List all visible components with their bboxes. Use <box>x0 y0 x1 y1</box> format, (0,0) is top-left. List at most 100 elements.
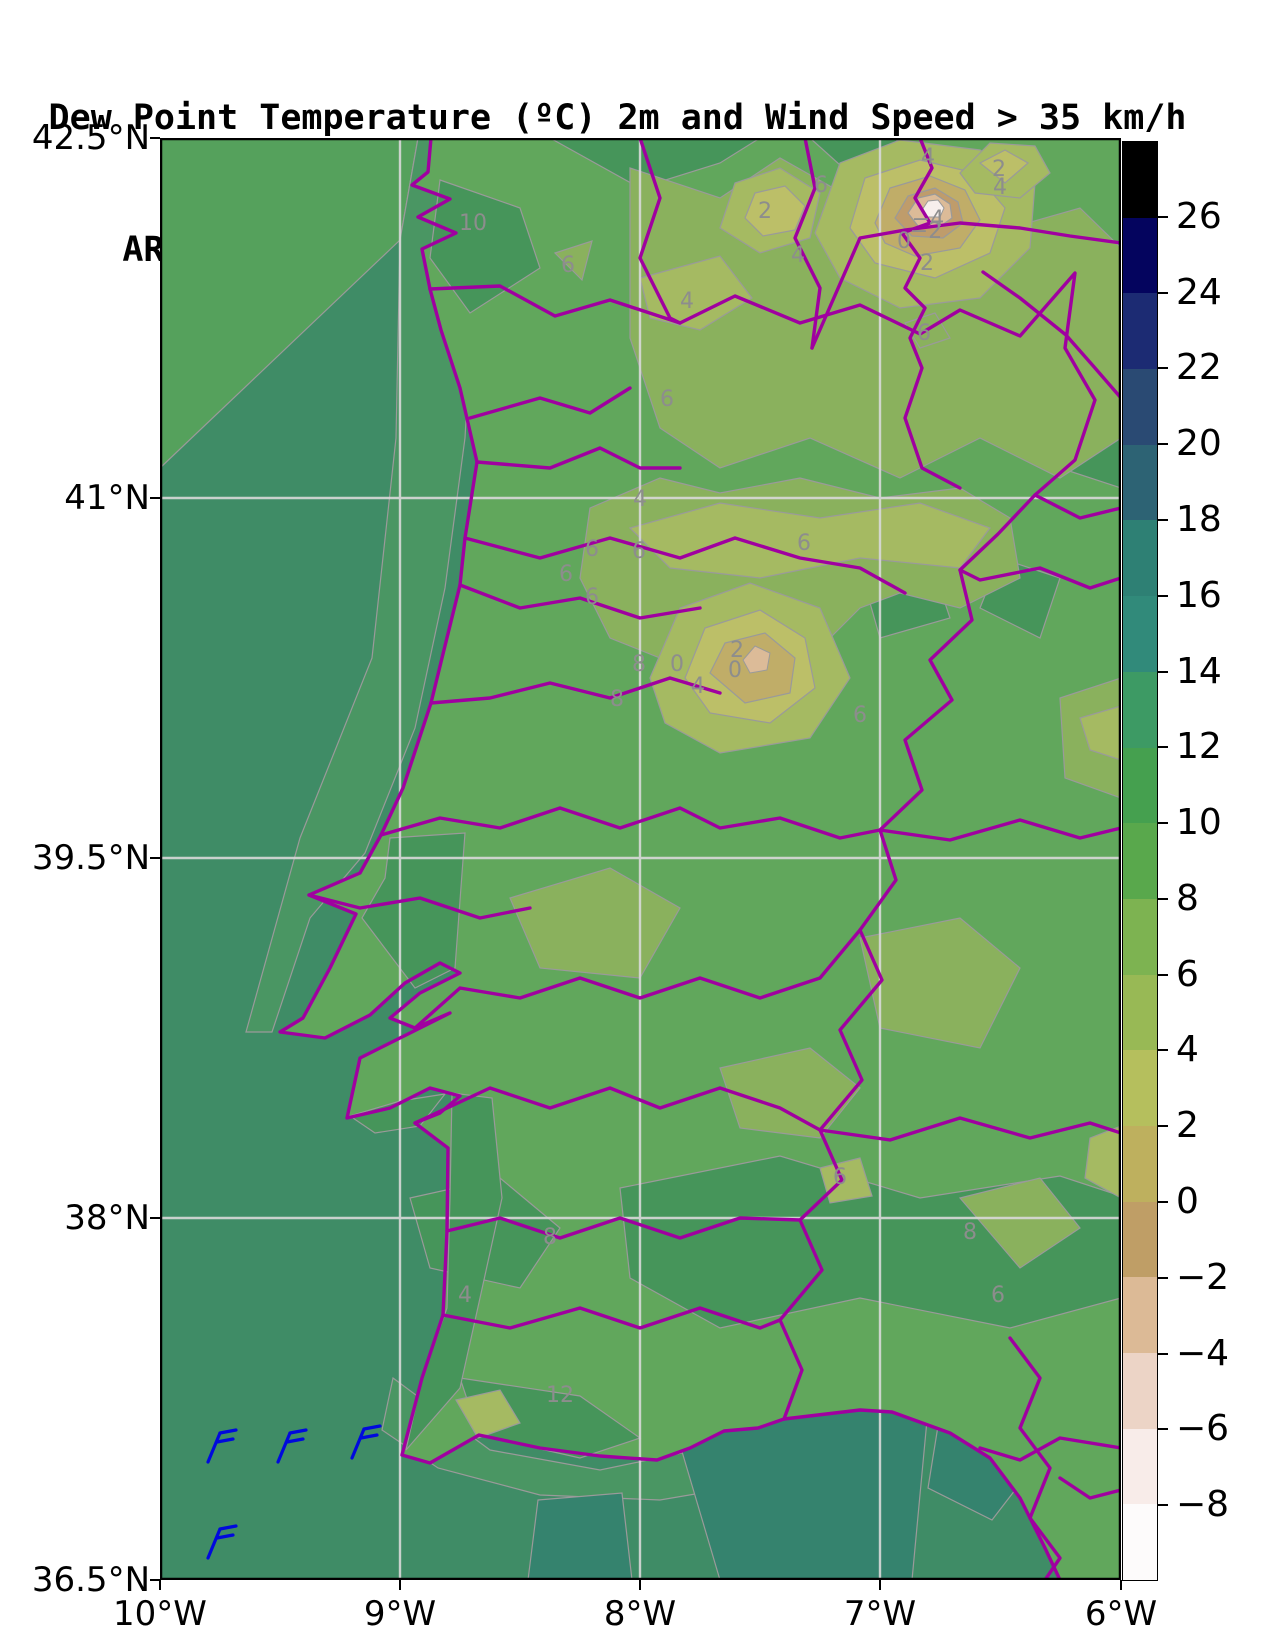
colorbar-segment <box>1123 596 1157 672</box>
colorbar-tick-label: 6 <box>1176 953 1199 995</box>
wind-barb-icon <box>276 1428 308 1464</box>
contour-value-label: −2 <box>910 219 942 244</box>
colorbar-tick <box>1158 670 1168 673</box>
x-tick-mark <box>159 1580 161 1590</box>
contour-value-label: 4 <box>633 487 647 512</box>
x-tick-mark <box>399 1580 401 1590</box>
wind-barb-icon <box>350 1424 382 1460</box>
colorbar-tick-label: 12 <box>1176 726 1222 768</box>
x-tick-label: 9°W <box>363 1594 437 1634</box>
cold-spot-central <box>649 582 851 754</box>
colorbar-tick <box>1158 518 1168 521</box>
colorbar-tick-label: −2 <box>1176 1256 1230 1298</box>
colorbar-segment <box>1123 293 1157 370</box>
x-tick-mark <box>639 1580 641 1590</box>
colorbar-tick <box>1158 1201 1168 1204</box>
contour-value-label: 6 <box>561 253 575 278</box>
colorbar-segment <box>1123 1504 1157 1581</box>
colorbar-segment <box>1123 898 1157 975</box>
colorbar-tick <box>1158 746 1168 749</box>
colorbar-segment <box>1123 1125 1157 1202</box>
contour-value-label: 6 <box>797 531 811 556</box>
colorbar-tick <box>1158 1428 1168 1431</box>
colorbar-segment <box>1123 444 1157 521</box>
y-tick-label: 38°N <box>64 1198 150 1238</box>
colorbar-tick <box>1158 973 1168 976</box>
x-tick-label: 8°W <box>603 1594 677 1634</box>
wind-barb-icon <box>206 1524 238 1560</box>
colorbar-tick <box>1158 1049 1168 1052</box>
contour-value-label: −4 <box>912 207 944 232</box>
y-tick-mark <box>150 137 160 139</box>
contour-value-label: 8 <box>610 687 624 712</box>
x-tick-label: 10°W <box>113 1594 207 1634</box>
contour-value-label: 6 <box>632 539 646 564</box>
contour-value-label: 6 <box>917 321 931 346</box>
contour-value-label: 2 <box>730 638 744 663</box>
khaki-spot-topcenter <box>719 167 821 254</box>
contour-value-label: 4 <box>680 289 694 314</box>
colorbar-tick <box>1158 822 1168 825</box>
x-tick-label: 6°W <box>1084 1594 1158 1634</box>
colorbar-segment <box>1123 1353 1157 1429</box>
colorbar-segment <box>1123 823 1157 899</box>
contour-value-label: 6 <box>814 173 828 198</box>
y-tick-mark <box>150 1579 160 1581</box>
contour-value-label: 6 <box>833 1165 847 1190</box>
colorbar-segment <box>1123 1050 1157 1126</box>
colorbar-tick <box>1158 443 1168 446</box>
colorbar-segment <box>1123 142 1157 218</box>
colorbar-tick-label: −6 <box>1176 1408 1230 1450</box>
colorbar-segment <box>1123 671 1157 748</box>
colorbar-segment <box>1123 217 1157 294</box>
colorbar-tick-label: 24 <box>1176 271 1222 313</box>
y-tick-label: 39.5°N <box>31 838 150 878</box>
colorbar-tick <box>1158 1504 1168 1507</box>
colorbar-tick-label: 2 <box>1176 1105 1199 1147</box>
contour-value-label: 2 <box>758 199 772 224</box>
contour-value-label: 6 <box>660 387 674 412</box>
contour-value-label: 12 <box>546 1383 574 1408</box>
admin-boundaries <box>278 138 1121 1580</box>
colorbar-segment <box>1123 747 1157 824</box>
y-tick-mark <box>150 857 160 859</box>
wind-barb-icon <box>206 1428 238 1464</box>
x-tick-mark <box>879 1580 881 1590</box>
colorbar-tick <box>1158 215 1168 218</box>
colorbar-tick-label: 22 <box>1176 347 1222 389</box>
contour-value-label: 4 <box>993 175 1007 200</box>
y-tick-label: 36.5°N <box>31 1560 150 1600</box>
colorbar-tick <box>1158 291 1168 294</box>
contour-value-label: 8 <box>963 1220 977 1245</box>
colorbar-tick-label: 26 <box>1176 195 1222 237</box>
colorbar-segment <box>1123 1201 1157 1278</box>
map-area: 10 6 4 6 2 6 4 4 2 4 −4 −2 0 2 6 4 6 6 6 6 6 8 0 2 0 4 8 6 8 6 8 4 6 12 <box>160 138 1121 1580</box>
contour-value-label: 2 <box>992 157 1006 182</box>
map-frame <box>160 138 1121 1580</box>
contour-value-label: 8 <box>632 652 646 677</box>
colorbar-tick <box>1158 1276 1168 1279</box>
contour-value-label: 6 <box>853 703 867 728</box>
y-tick-mark <box>150 497 160 499</box>
colorbar-tick <box>1158 367 1168 370</box>
y-tick-label: 42.5°N <box>31 118 150 158</box>
title-line-1: Dew Point Temperature (ºC) 2m and Wind S… <box>48 98 1187 138</box>
contour-value-label: 0 <box>728 658 742 683</box>
graticule <box>160 138 1121 1580</box>
contour-value-label: 6 <box>585 537 599 562</box>
contour-value-label: 2 <box>920 251 934 276</box>
colorbar-tick-label: 0 <box>1176 1181 1199 1223</box>
y-tick-mark <box>150 1217 160 1219</box>
colorbar-tick-label: 4 <box>1176 1029 1199 1071</box>
colorbar-tick <box>1158 1125 1168 1128</box>
contour-value-label: 0 <box>897 229 911 254</box>
y-tick-label: 41°N <box>64 478 150 518</box>
colorbar-tick-label: −4 <box>1176 1332 1230 1374</box>
colorbar-segment <box>1123 1428 1157 1505</box>
colorbar-segment <box>1123 974 1157 1051</box>
contour-value-label: 4 <box>458 1283 472 1308</box>
x-tick-label: 7°W <box>843 1594 917 1634</box>
